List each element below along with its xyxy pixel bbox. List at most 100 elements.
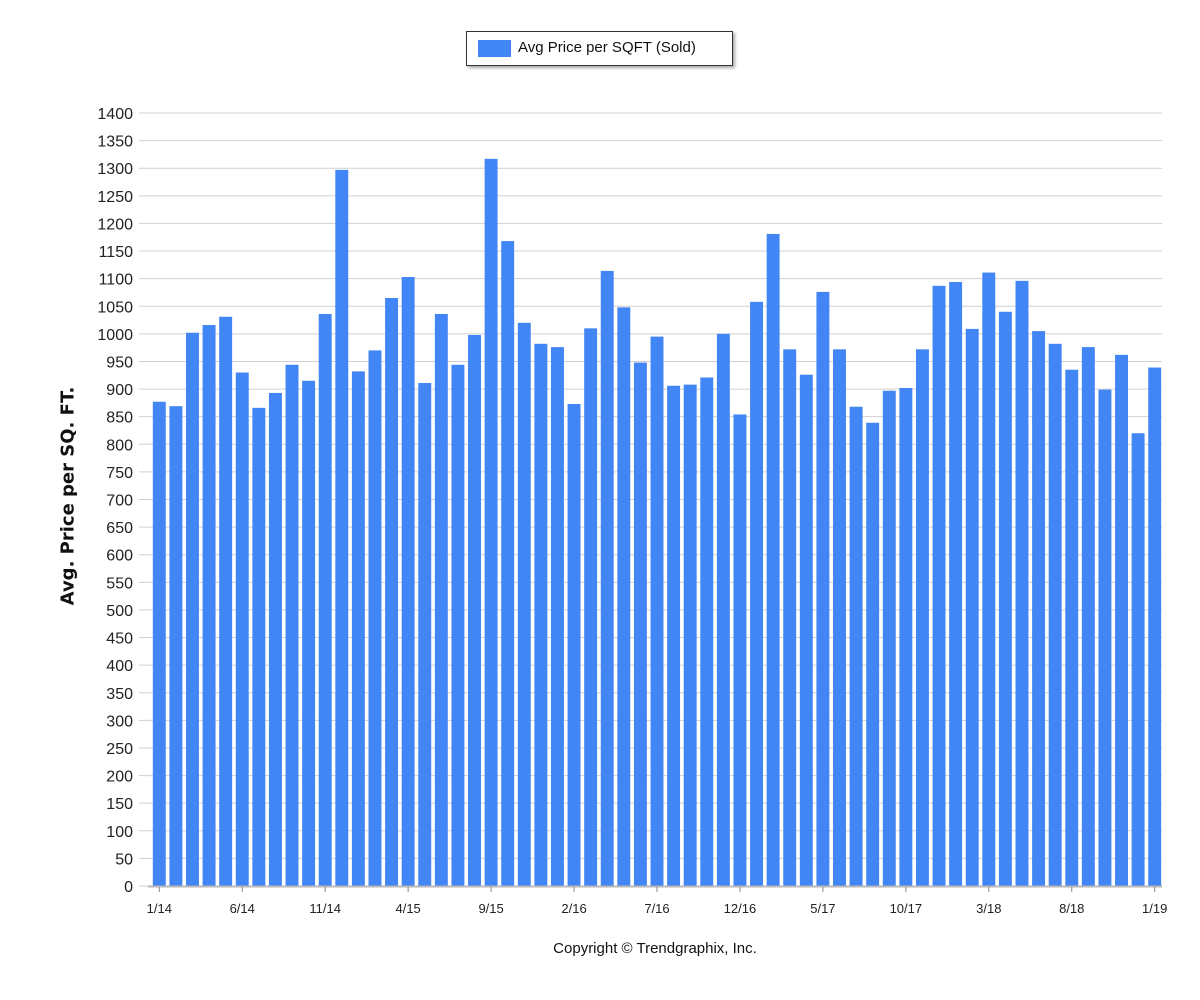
x-tick-label: 7/16: [644, 901, 669, 916]
y-tick-label: 950: [106, 354, 133, 371]
bar-1/18[interactable]: [949, 281, 963, 887]
bar-4/16[interactable]: [600, 270, 614, 886]
x-tick-label: 2/16: [561, 901, 586, 916]
bar-10/16[interactable]: [700, 377, 714, 886]
bar-3/16[interactable]: [584, 328, 598, 887]
bar-11/17[interactable]: [915, 349, 929, 886]
bar-5/17[interactable]: [816, 291, 830, 886]
bar-1/14[interactable]: [152, 401, 166, 886]
bar-2/14[interactable]: [169, 406, 183, 886]
bar-6/17[interactable]: [833, 349, 846, 886]
x-tick-label: 12/16: [724, 901, 757, 916]
x-tick-label: 1/19: [1142, 901, 1167, 916]
bar-8/16[interactable]: [667, 385, 681, 886]
bar-3/18[interactable]: [982, 272, 996, 886]
y-tick-label: 900: [106, 382, 133, 399]
y-tick-label: 50: [115, 851, 133, 868]
bar-4/15[interactable]: [401, 276, 415, 886]
bar-8/18[interactable]: [1065, 369, 1079, 886]
bar-2/17[interactable]: [766, 233, 780, 887]
bar-7/15[interactable]: [451, 364, 465, 886]
y-tick-label: 1200: [97, 216, 133, 233]
x-tick-label: 10/17: [890, 901, 923, 916]
bar-8/15[interactable]: [468, 334, 481, 887]
x-tick-label: 4/15: [395, 901, 420, 916]
bar-6/18[interactable]: [1032, 331, 1046, 887]
bar-12/15[interactable]: [534, 343, 548, 886]
bar-11/15[interactable]: [517, 322, 531, 886]
y-tick-label: 1150: [99, 244, 134, 261]
y-tick-label: 400: [106, 658, 133, 675]
bar-4/18[interactable]: [998, 311, 1012, 886]
bar-7/18[interactable]: [1048, 343, 1062, 886]
x-tick-label: 3/18: [976, 901, 1001, 916]
bar-3/14[interactable]: [186, 332, 199, 886]
bar-5/15[interactable]: [418, 383, 432, 886]
bar-10/14[interactable]: [302, 380, 316, 886]
bar-9/16[interactable]: [683, 384, 697, 886]
legend-label: Avg Price per SQFT (Sold): [518, 39, 696, 56]
bar-5/16[interactable]: [617, 307, 631, 887]
y-tick-label: 650: [106, 520, 133, 537]
bar-11/18[interactable]: [1115, 354, 1128, 887]
bar-8/14[interactable]: [268, 392, 282, 886]
bars: [152, 158, 1162, 887]
legend[interactable]: Avg Price per SQFT (Sold): [466, 31, 733, 66]
y-tick-label: 1300: [97, 161, 133, 178]
y-axis-ticks: 0 50 100 150 200 250 300 350 400 450 500 550 600 650 7…: [97, 106, 133, 896]
bar-2/15[interactable]: [368, 350, 382, 886]
bar-11/14[interactable]: [318, 313, 332, 887]
bar-7/16[interactable]: [650, 336, 664, 886]
y-tick-label: 1000: [97, 327, 133, 344]
bar-12/14[interactable]: [335, 169, 349, 886]
bar-6/15[interactable]: [434, 313, 448, 887]
bar-9/17[interactable]: [882, 390, 896, 886]
bar-10/18[interactable]: [1098, 389, 1112, 886]
bar-4/17[interactable]: [799, 374, 813, 886]
y-tick-label: 1400: [97, 106, 133, 123]
bar-8/17[interactable]: [866, 422, 880, 886]
bar-9/14[interactable]: [285, 364, 299, 886]
bar-2/18[interactable]: [965, 328, 979, 886]
bar-10/15[interactable]: [501, 241, 515, 887]
x-axis-ticks: 1/14 6/14 11/14 4/15 9/15 2/16 7/16 12/16 5/17 10…: [147, 887, 1167, 916]
bar-12/18[interactable]: [1131, 433, 1145, 886]
bar-1/19[interactable]: [1148, 367, 1162, 886]
x-tick-label: 5/17: [810, 901, 835, 916]
y-tick-label: 250: [106, 741, 133, 758]
bar-2/16[interactable]: [567, 403, 581, 886]
legend-swatch: [478, 40, 511, 57]
y-tick-label: 350: [106, 686, 133, 703]
x-tick-label: 6/14: [230, 901, 255, 916]
bar-10/17[interactable]: [899, 387, 913, 886]
bar-1/17[interactable]: [750, 301, 764, 887]
bar-5/14[interactable]: [219, 316, 233, 886]
y-tick-label: 550: [106, 575, 133, 592]
y-tick-label: 100: [106, 824, 133, 841]
y-tick-label: 150: [106, 796, 133, 813]
bar-3/15[interactable]: [385, 297, 399, 887]
bar-9/15[interactable]: [484, 158, 498, 886]
y-tick-label: 600: [106, 548, 133, 565]
bar-6/14[interactable]: [235, 372, 249, 886]
y-tick-label: 1350: [97, 134, 133, 151]
y-tick-label: 1250: [97, 189, 133, 206]
x-tick-label: 9/15: [478, 901, 503, 916]
bar-12/16[interactable]: [733, 414, 747, 886]
bar-6/16[interactable]: [633, 362, 647, 886]
bar-4/14[interactable]: [202, 325, 216, 886]
bar-1/16[interactable]: [550, 347, 564, 886]
bar-12/17[interactable]: [932, 285, 946, 886]
bar-7/14[interactable]: [252, 407, 266, 886]
bar-9/18[interactable]: [1081, 347, 1095, 886]
y-tick-label: 0: [124, 879, 133, 896]
bar-7/17[interactable]: [849, 406, 863, 886]
y-tick-label: 300: [106, 713, 133, 730]
bar-3/17[interactable]: [783, 349, 797, 886]
bar-1/15[interactable]: [351, 371, 365, 886]
y-tick-label: 450: [106, 631, 133, 648]
bar-11/16[interactable]: [716, 333, 730, 886]
bar-5/18[interactable]: [1015, 280, 1029, 887]
y-tick-label: 1050: [97, 299, 133, 316]
